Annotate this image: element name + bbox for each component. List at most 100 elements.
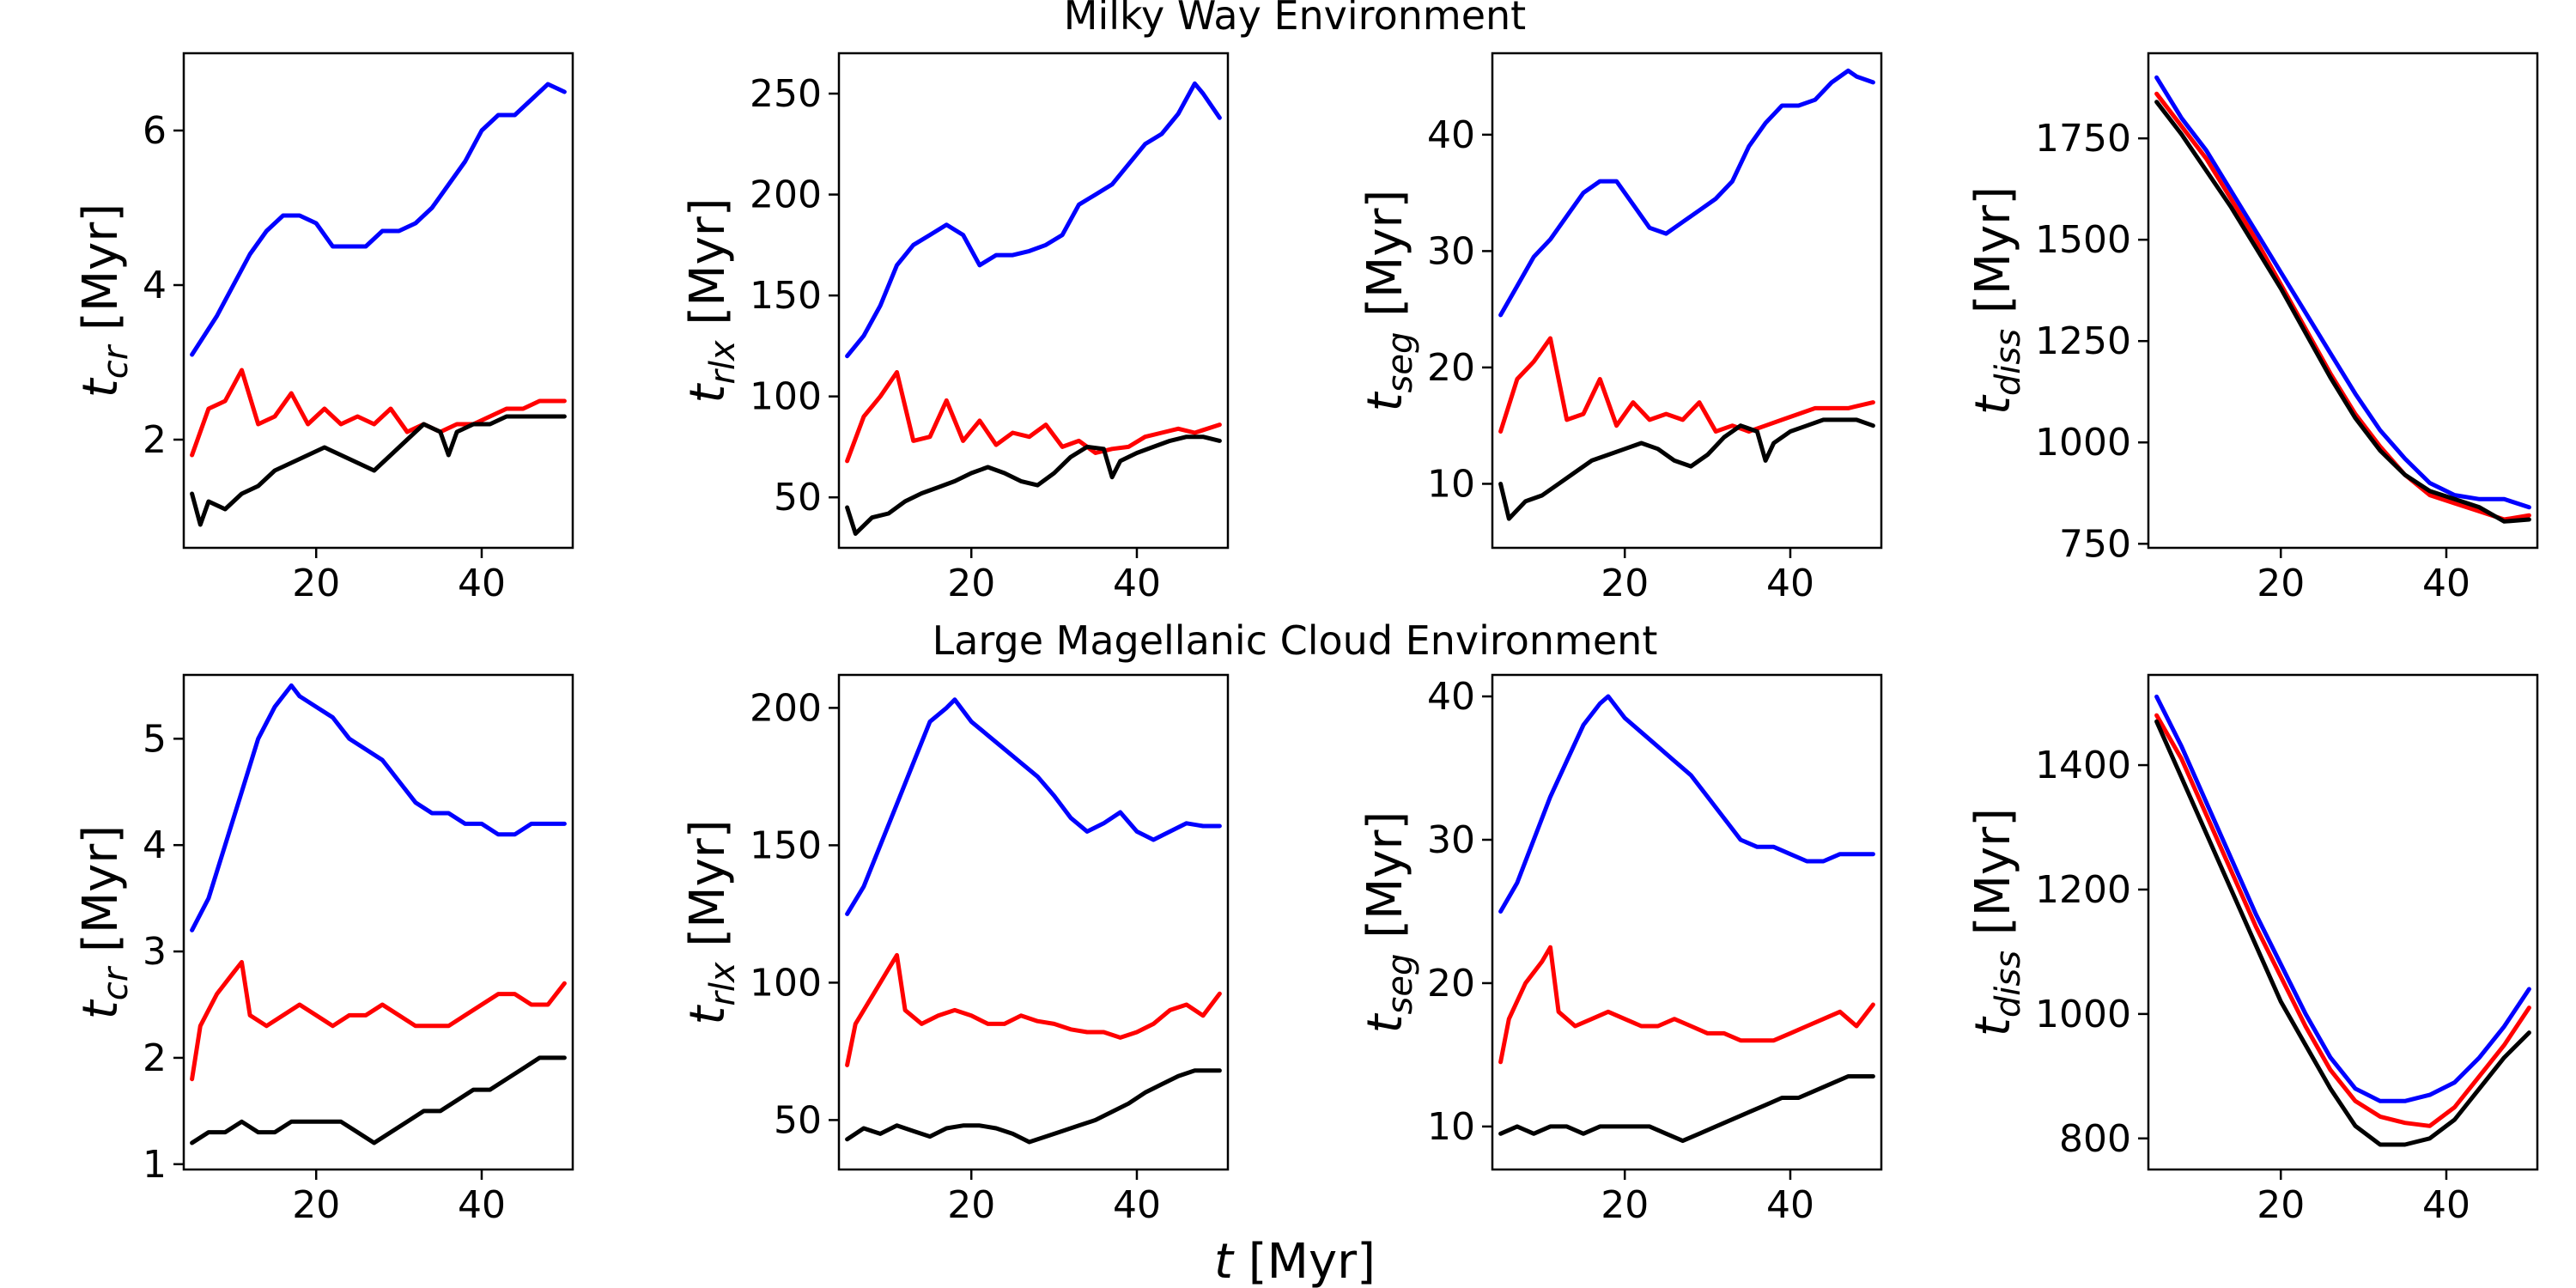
series-line-blue: [845, 697, 1222, 916]
y-axis-label-unit: [Myr]: [1965, 186, 2021, 329]
series-line-blue: [2154, 694, 2531, 1103]
series-group: [2154, 75, 2531, 524]
series-line-blue: [1498, 694, 1875, 914]
y-axis-label-unit: [Myr]: [73, 825, 129, 968]
series-line-red: [190, 960, 567, 1082]
y-tick-label: 20: [1427, 962, 1475, 1005]
series-line-black: [2154, 100, 2531, 524]
x-tick-label: 20: [292, 1183, 340, 1227]
y-tick-label: 250: [750, 72, 822, 116]
series-line-red: [2154, 713, 2531, 1128]
y-axis-label-sub: rlx: [703, 962, 743, 1006]
series-line-blue: [190, 82, 567, 357]
y-axis-label-unit: [Myr]: [1965, 808, 2021, 951]
series-line-black: [1498, 1074, 1875, 1144]
panel-lmc_trlx: 20 40 50 100 150 200 trlx [Myr]: [680, 673, 1230, 1227]
x-axis-label: t [Myr]: [1214, 1234, 1376, 1288]
series-line-blue: [845, 81, 1222, 359]
y-tick-label: 30: [1427, 229, 1475, 273]
y-tick-label: 50: [774, 1098, 822, 1142]
axes-frame: [2147, 673, 2539, 1171]
y-tick-label: 200: [750, 686, 822, 730]
axes-frame: [1491, 673, 1883, 1171]
y-tick-label: 100: [750, 375, 822, 419]
y-axis-label: trlx [Myr]: [680, 819, 743, 1024]
series-group: [1498, 68, 1875, 521]
y-tick-label: 10: [1427, 462, 1475, 506]
y-tick-label: 1500: [2035, 218, 2131, 262]
panel-lmc_tcr: 20 40 1 2 3 4 5 tcr [Myr]: [73, 673, 574, 1227]
y-axis-label-main: t: [1358, 391, 1413, 411]
y-axis-label-main: t: [73, 377, 129, 398]
y-axis-label-sub: seg: [1381, 954, 1420, 1015]
y-tick-label: 150: [750, 274, 822, 318]
y-axis-label-unit: [Myr]: [680, 197, 736, 340]
y-tick-label: 40: [1427, 675, 1475, 719]
y-tick-label: 750: [2059, 522, 2131, 566]
y-tick-label: 1000: [2035, 421, 2131, 465]
row-title-milky-way: Milky Way Environment: [1064, 0, 1526, 39]
y-tick-label: 800: [2059, 1117, 2131, 1161]
y-axis-label-sub: seg: [1381, 332, 1420, 393]
x-axis-label-unit: [Myr]: [1233, 1234, 1376, 1288]
series-line-black: [190, 1055, 567, 1145]
row-title-lmc: Large Magellanic Cloud Environment: [933, 617, 1658, 664]
x-tick-label: 40: [1113, 1183, 1161, 1227]
series-group: [845, 697, 1222, 1145]
y-axis-label-unit: [Myr]: [1358, 811, 1413, 954]
panel-lmc_tseg: 20 40 10 20 30 40 tseg [Myr]: [1358, 673, 1883, 1227]
y-tick-label: 200: [750, 173, 822, 217]
y-axis-label: tdiss [Myr]: [1965, 186, 2028, 415]
series-line-black: [1498, 417, 1875, 521]
y-tick-label: 40: [1427, 113, 1475, 157]
y-tick-label: 1400: [2035, 744, 2131, 787]
series-line-black: [190, 414, 567, 527]
series-group: [845, 81, 1222, 536]
x-tick-label: 40: [1113, 562, 1161, 605]
x-tick-label: 40: [458, 562, 506, 605]
y-tick-label: 2: [143, 418, 167, 462]
y-tick-label: 150: [750, 823, 822, 867]
y-axis-label-sub: diss: [1989, 951, 2028, 1018]
y-axis-label-main: t: [73, 999, 129, 1019]
y-axis-label: tdiss [Myr]: [1965, 808, 2028, 1036]
x-tick-label: 20: [2257, 562, 2305, 605]
y-axis-label-sub: rlx: [703, 340, 743, 385]
y-axis-label-sub: cr: [96, 343, 136, 379]
series-line-black: [845, 1068, 1222, 1145]
series-line-black: [2154, 719, 2531, 1147]
axes-frame: [182, 673, 574, 1171]
series-line-blue: [190, 683, 567, 933]
x-tick-label: 20: [2257, 1183, 2305, 1227]
series-line-blue: [1498, 68, 1875, 318]
y-tick-label: 4: [143, 823, 167, 867]
panel-mw_trlx: 20 40 50 100 150 200 250 trlx [Myr]: [680, 52, 1230, 605]
y-tick-label: 3: [143, 930, 167, 974]
y-axis-label-unit: [Myr]: [680, 819, 736, 962]
y-tick-label: 4: [143, 264, 167, 307]
x-tick-label: 20: [1601, 562, 1649, 605]
series-group: [2154, 694, 2531, 1147]
x-tick-label: 20: [1601, 1183, 1649, 1227]
y-axis-label: tseg [Myr]: [1358, 190, 1420, 412]
y-tick-label: 6: [143, 109, 167, 153]
y-axis-label-unit: [Myr]: [73, 204, 129, 346]
y-tick-label: 100: [750, 961, 822, 1005]
x-tick-label: 40: [1766, 562, 1814, 605]
series-group: [190, 683, 567, 1145]
y-tick-label: 1250: [2035, 319, 2131, 363]
y-axis-label: tcr [Myr]: [73, 204, 136, 398]
y-axis-label-sub: cr: [96, 965, 136, 1000]
series-line-red: [1498, 945, 1875, 1065]
y-tick-label: 1: [143, 1143, 167, 1187]
axes-frame: [2147, 52, 2539, 550]
y-axis-label: trlx [Myr]: [680, 197, 743, 403]
axes-frame: [182, 52, 574, 550]
series-line-blue: [2154, 75, 2531, 510]
y-axis-label-main: t: [1965, 1016, 2021, 1036]
y-tick-label: 2: [143, 1036, 167, 1080]
series-line-red: [845, 952, 1222, 1067]
y-tick-label: 1000: [2035, 993, 2131, 1036]
